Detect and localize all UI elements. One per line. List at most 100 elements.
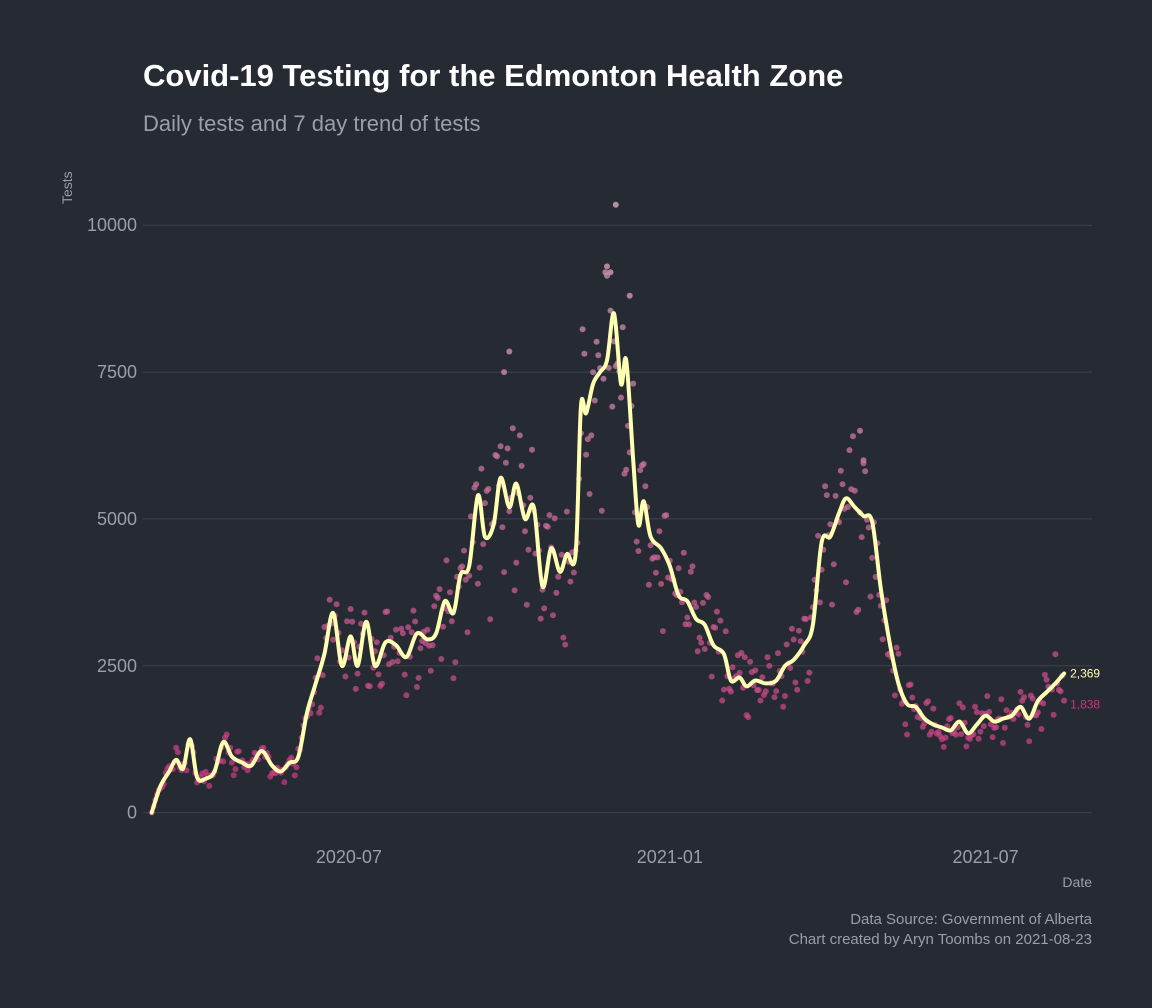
- daily-point: [506, 348, 513, 355]
- daily-point: [173, 744, 180, 751]
- daily-point: [816, 599, 823, 606]
- chart-subtitle: Daily tests and 7 day trend of tests: [143, 111, 481, 136]
- daily-point: [700, 599, 706, 606]
- daily-point: [373, 639, 380, 646]
- daily-point: [487, 616, 494, 623]
- daily-point: [415, 674, 422, 681]
- daily-point: [752, 667, 759, 674]
- x-axis-label: Date: [1062, 874, 1092, 890]
- daily-point: [529, 446, 535, 453]
- daily-point: [832, 492, 839, 499]
- daily-point: [928, 728, 935, 735]
- daily-point: [443, 557, 450, 564]
- daily-point: [712, 624, 719, 631]
- daily-point: [354, 670, 361, 677]
- daily-point: [497, 443, 504, 450]
- daily-point: [525, 546, 532, 553]
- daily-point: [879, 636, 886, 643]
- daily-point: [516, 432, 523, 439]
- daily-point: [891, 692, 898, 699]
- daily-point: [963, 743, 970, 750]
- daily-point: [907, 681, 914, 688]
- daily-point: [333, 601, 340, 608]
- daily-point: [563, 508, 570, 515]
- daily-point: [959, 704, 966, 711]
- daily-point: [447, 589, 453, 596]
- y-tick-label: 0: [127, 803, 137, 823]
- daily-point: [822, 483, 829, 490]
- daily-point: [846, 447, 853, 454]
- daily-point: [408, 629, 415, 636]
- daily-point: [745, 714, 752, 721]
- daily-point: [398, 625, 405, 632]
- x-tick-label: 2021-01: [637, 847, 703, 867]
- daily-point: [468, 513, 474, 520]
- daily-point: [1041, 671, 1048, 678]
- daily-point: [459, 563, 466, 570]
- daily-point: [647, 542, 654, 549]
- daily-point: [977, 728, 984, 735]
- daily-point: [867, 593, 874, 600]
- daily-point: [694, 648, 701, 655]
- daily-point: [399, 630, 406, 637]
- daily-point: [509, 425, 516, 432]
- daily-point: [1034, 709, 1041, 716]
- daily-point: [1015, 711, 1022, 718]
- daily-point: [567, 578, 574, 585]
- daily-point: [438, 656, 445, 662]
- daily-point: [729, 664, 736, 671]
- daily-point: [780, 703, 787, 710]
- caption-source: Data Source: Government of Alberta: [850, 911, 1092, 928]
- daily-point: [480, 541, 487, 548]
- daily-point: [330, 636, 337, 643]
- daily-point: [417, 645, 424, 652]
- daily-point: [431, 603, 438, 610]
- daily-point: [998, 696, 1005, 703]
- daily-point: [562, 641, 569, 648]
- daily-point: [686, 621, 692, 628]
- daily-point: [619, 324, 626, 331]
- daily-point: [837, 467, 844, 474]
- daily-point: [349, 618, 356, 625]
- daily-point: [775, 650, 781, 657]
- daily-point: [291, 772, 298, 779]
- daily-point: [605, 364, 612, 371]
- daily-point: [719, 697, 726, 704]
- daily-point: [612, 201, 619, 208]
- daily-point: [855, 606, 862, 613]
- daily-point: [860, 457, 867, 464]
- daily-point: [850, 433, 856, 440]
- daily-point: [485, 485, 492, 492]
- daily-point: [626, 292, 633, 299]
- daily-point: [499, 524, 506, 531]
- daily-point: [623, 466, 630, 473]
- daily-point: [827, 521, 834, 528]
- daily-point: [741, 654, 748, 661]
- daily-point: [502, 459, 509, 466]
- daily-point: [736, 669, 743, 676]
- daily-point: [652, 569, 659, 576]
- daily-point: [738, 650, 745, 656]
- daily-point: [717, 617, 724, 624]
- chart-title: Covid-19 Testing for the Edmonton Health…: [143, 58, 843, 93]
- daily-point: [675, 565, 682, 572]
- daily-point: [839, 481, 846, 488]
- daily-point: [947, 715, 954, 721]
- daily-point: [658, 580, 665, 587]
- daily-point: [642, 483, 649, 490]
- daily-point: [1038, 726, 1045, 732]
- daily-point: [448, 618, 455, 625]
- daily-point: [522, 528, 528, 535]
- trend-series: [149, 311, 1067, 815]
- end-labels: 2,369 1,838: [1070, 666, 1100, 711]
- daily-point: [523, 601, 530, 608]
- daily-point: [975, 735, 982, 742]
- daily-point: [537, 615, 544, 622]
- daily-point: [759, 674, 766, 681]
- daily-point: [440, 623, 447, 630]
- daily-point: [788, 625, 795, 632]
- daily-point: [501, 369, 508, 376]
- daily-point: [581, 350, 588, 357]
- daily-point: [794, 686, 801, 693]
- daily-point: [783, 641, 790, 648]
